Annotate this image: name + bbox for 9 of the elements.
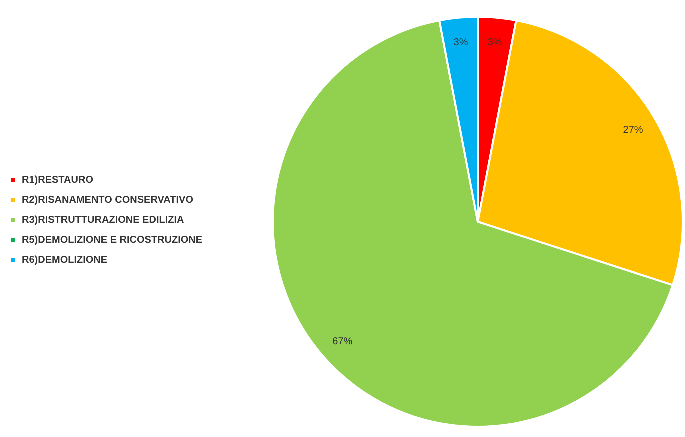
legend-label: R1)RESTAURO [22,175,94,186]
data-label: 3% [488,37,502,48]
legend-label: R3)RISTRUTTURAZIONE EDILIZIA [22,215,184,226]
legend-label: R2)RISANAMENTO CONSERVATIVO [22,195,194,206]
data-label: 67% [332,336,353,348]
data-label: 3% [454,37,468,48]
data-label: 27% [623,125,644,136]
legend-label: R5)DEMOLIZIONE E RICOSTRUZIONE [22,235,203,246]
legend-label: R6)DEMOLIZIONE [22,255,108,266]
